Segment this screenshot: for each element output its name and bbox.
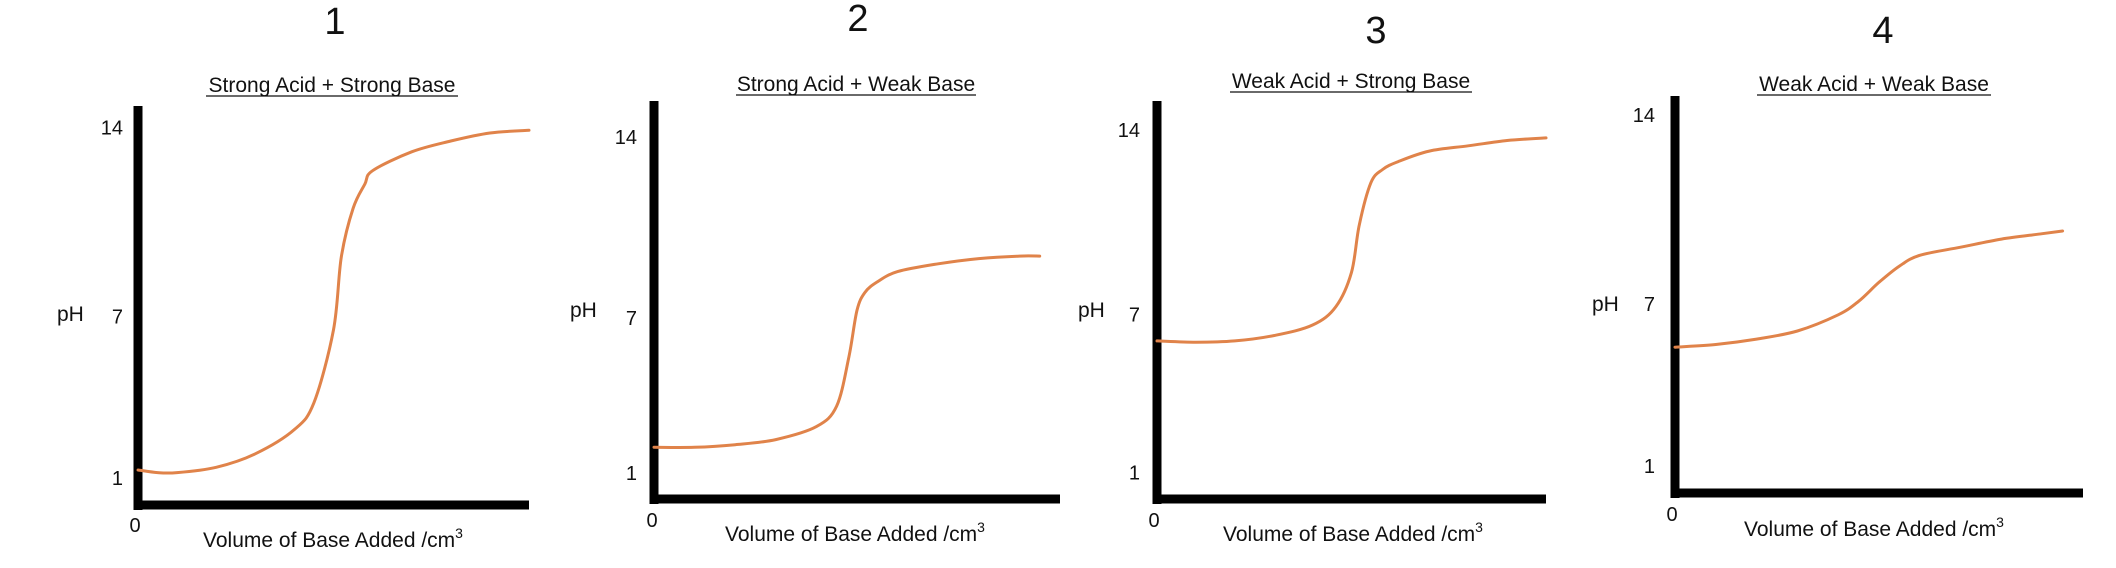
y-tick-label: 1 xyxy=(112,468,123,490)
origin-label: 0 xyxy=(1148,510,1159,532)
origin-label: 0 xyxy=(1666,504,1677,526)
chart-svg: 4 Weak Acid + Weak Base 14 7 1 0 pH Volume of B… xyxy=(1592,10,2083,541)
y-tick-label: 7 xyxy=(1129,304,1140,326)
y-axis-label: pH xyxy=(57,303,84,326)
chart-number: 1 xyxy=(324,1,345,43)
titration-curve xyxy=(652,254,1042,449)
x-axis-label-text: Volume of Base Added /cm xyxy=(725,523,977,546)
x-axis-label-superscript: 3 xyxy=(1475,519,1483,535)
titration-chart-3: 3 Weak Acid + Strong Base 14 7 1 0 pH Volume of… xyxy=(1058,0,1587,568)
titration-chart-1: 1 Strong Acid + Strong Base 14 7 1 0 pH Volume … xyxy=(0,0,531,568)
y-tick-label: 14 xyxy=(101,118,123,140)
titration-curve xyxy=(1673,229,2065,349)
chart-svg: 3 Weak Acid + Strong Base 14 7 1 0 pH Volume of… xyxy=(1078,10,1548,546)
chart-title: Weak Acid + Weak Base xyxy=(1759,73,1989,96)
x-axis-label-superscript: 3 xyxy=(977,519,985,535)
titration-chart-2: 2 Strong Acid + Weak Base 14 7 1 0 pH Volume of… xyxy=(529,0,1060,568)
titration-chart-4: 4 Weak Acid + Weak Base 14 7 1 0 pH Volume of B… xyxy=(1587,0,2116,568)
y-tick-label: 7 xyxy=(1644,294,1655,316)
chart-title: Strong Acid + Weak Base xyxy=(737,73,975,96)
y-tick-label: 7 xyxy=(626,308,637,330)
titration-curve xyxy=(136,128,531,475)
chart-title: Strong Acid + Strong Base xyxy=(209,74,456,97)
x-axis-label-superscript: 3 xyxy=(1996,514,2004,530)
x-axis-label-text: Volume of Base Added /cm xyxy=(1223,523,1475,546)
origin-label: 0 xyxy=(129,515,140,537)
x-axis-label-superscript: 3 xyxy=(455,525,463,541)
chart-number: 3 xyxy=(1365,10,1386,52)
chart-number: 2 xyxy=(847,0,868,40)
y-axis-label: pH xyxy=(570,299,597,322)
chart-number: 4 xyxy=(1872,10,1893,52)
y-tick-label: 7 xyxy=(112,306,123,328)
titration-curve xyxy=(1155,136,1548,344)
y-tick-label: 14 xyxy=(615,127,637,149)
x-axis-label: Volume of Base Added /cm3 xyxy=(1744,514,2004,541)
x-axis-label-text: Volume of Base Added /cm xyxy=(203,529,455,552)
y-axis-label: pH xyxy=(1592,293,1619,316)
y-tick-label: 1 xyxy=(1644,456,1655,478)
y-tick-label: 1 xyxy=(626,463,637,485)
chart-svg: 2 Strong Acid + Weak Base 14 7 1 0 pH Volume of… xyxy=(570,0,1060,546)
x-axis-label-text: Volume of Base Added /cm xyxy=(1744,518,1996,541)
y-tick-label: 14 xyxy=(1118,120,1140,142)
y-axis-label: pH xyxy=(1078,299,1105,322)
chart-svg: 1 Strong Acid + Strong Base 14 7 1 0 pH Volume … xyxy=(57,1,531,552)
x-axis-label: Volume of Base Added /cm3 xyxy=(725,519,985,546)
y-tick-label: 1 xyxy=(1129,463,1140,485)
x-axis-label: Volume of Base Added /cm3 xyxy=(203,525,463,552)
origin-label: 0 xyxy=(646,510,657,532)
y-tick-label: 14 xyxy=(1633,105,1655,127)
x-axis-label: Volume of Base Added /cm3 xyxy=(1223,519,1483,546)
chart-title: Weak Acid + Strong Base xyxy=(1232,70,1470,93)
